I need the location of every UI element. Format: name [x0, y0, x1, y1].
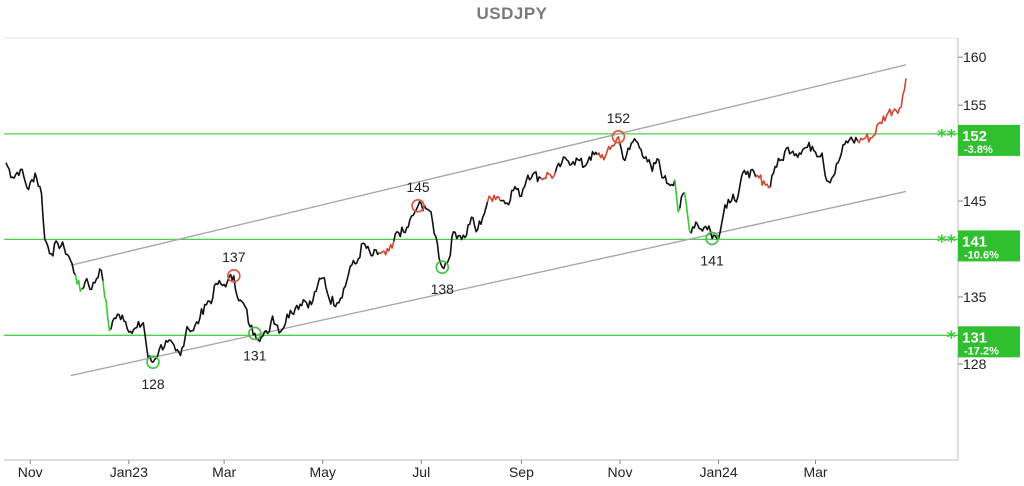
chart-title: USDJPY	[476, 4, 548, 23]
y-tick-label: 145	[963, 193, 987, 209]
x-tick-label: Nov	[608, 464, 633, 480]
price-line-segment	[769, 136, 859, 188]
level-strength-stars: **	[937, 231, 956, 252]
price-line-segment	[619, 137, 676, 187]
x-tick-label: Nov	[18, 464, 43, 480]
price-line-segment	[755, 174, 771, 189]
y-tick-label: 155	[963, 97, 987, 113]
price-line-segment	[856, 78, 907, 144]
price-line-segment	[690, 168, 757, 240]
x-tick-label: Jul	[412, 464, 430, 480]
price-line-segment	[554, 150, 599, 173]
x-tick-label: Jan23	[110, 464, 148, 480]
price-line-segment	[679, 191, 686, 209]
swing-low-marker	[248, 326, 262, 341]
swing-low-marker	[146, 355, 160, 369]
swing-label: 145	[406, 179, 430, 195]
level-tag-box	[958, 326, 1020, 358]
price-line-segment	[500, 171, 542, 206]
price-line-segment	[540, 171, 557, 181]
channel-lines-group	[70, 64, 907, 377]
level-tag-box	[958, 230, 1020, 262]
level-tag-percent: -3.8%	[964, 144, 993, 156]
x-tick-label: Mar	[212, 464, 236, 480]
swing-low-marker	[435, 260, 450, 275]
y-tick-label: 135	[963, 289, 987, 305]
level-tag-value: 131	[962, 329, 987, 346]
level-strength-stars: **	[937, 126, 956, 147]
level-tags-group: 152-3.8% ** 141-10.6% ** 131-17.2% *	[937, 124, 1020, 358]
price-line-segment	[683, 192, 692, 234]
price-line-segment	[81, 268, 104, 291]
channel-line	[70, 190, 907, 377]
price-line-segment	[486, 194, 502, 203]
swing-label: 141	[700, 252, 724, 268]
swing-label: 131	[243, 347, 267, 363]
price-line-segment	[596, 136, 621, 161]
y-tick-label: 128	[963, 356, 987, 372]
level-tag-percent: -10.6%	[964, 249, 999, 261]
level-tag-percent: -17.2%	[964, 345, 999, 357]
price-line-segment	[5, 162, 77, 276]
channel-line	[70, 64, 907, 266]
level-tag-value: 141	[962, 233, 987, 250]
swing-label: 137	[222, 249, 246, 265]
price-line-segment	[102, 280, 112, 332]
level-tag-value: 152	[962, 128, 987, 145]
price-series-group	[5, 78, 907, 363]
price-line-segment	[393, 201, 489, 270]
axes-group: 160 155 145 135 128 Nov Jan23 Mar May Jul Sep Nov Ja…	[4, 37, 987, 480]
swing-low-marker	[705, 231, 719, 246]
level-strength-stars: *	[947, 327, 957, 348]
price-line-segment	[378, 241, 395, 256]
x-tick-label: May	[309, 464, 335, 480]
swing-high-marker	[227, 269, 241, 283]
price-line-segment	[74, 274, 83, 292]
price-line-segment	[110, 242, 380, 363]
swing-label: 128	[141, 376, 165, 392]
level-lines-group	[4, 133, 958, 336]
swing-label: 152	[607, 110, 631, 126]
annotations-group: 128 137 131 145 138 152 141	[141, 110, 724, 392]
level-tag-box	[958, 124, 1020, 156]
swing-high-marker	[411, 199, 425, 213]
swing-high-marker	[611, 129, 626, 144]
price-line-segment	[674, 179, 681, 213]
y-tick-label: 160	[963, 49, 987, 65]
x-tick-label: Jan24	[699, 464, 737, 480]
x-tick-label: Mar	[803, 464, 827, 480]
swing-label: 138	[431, 281, 455, 297]
x-tick-label: Sep	[509, 464, 534, 480]
